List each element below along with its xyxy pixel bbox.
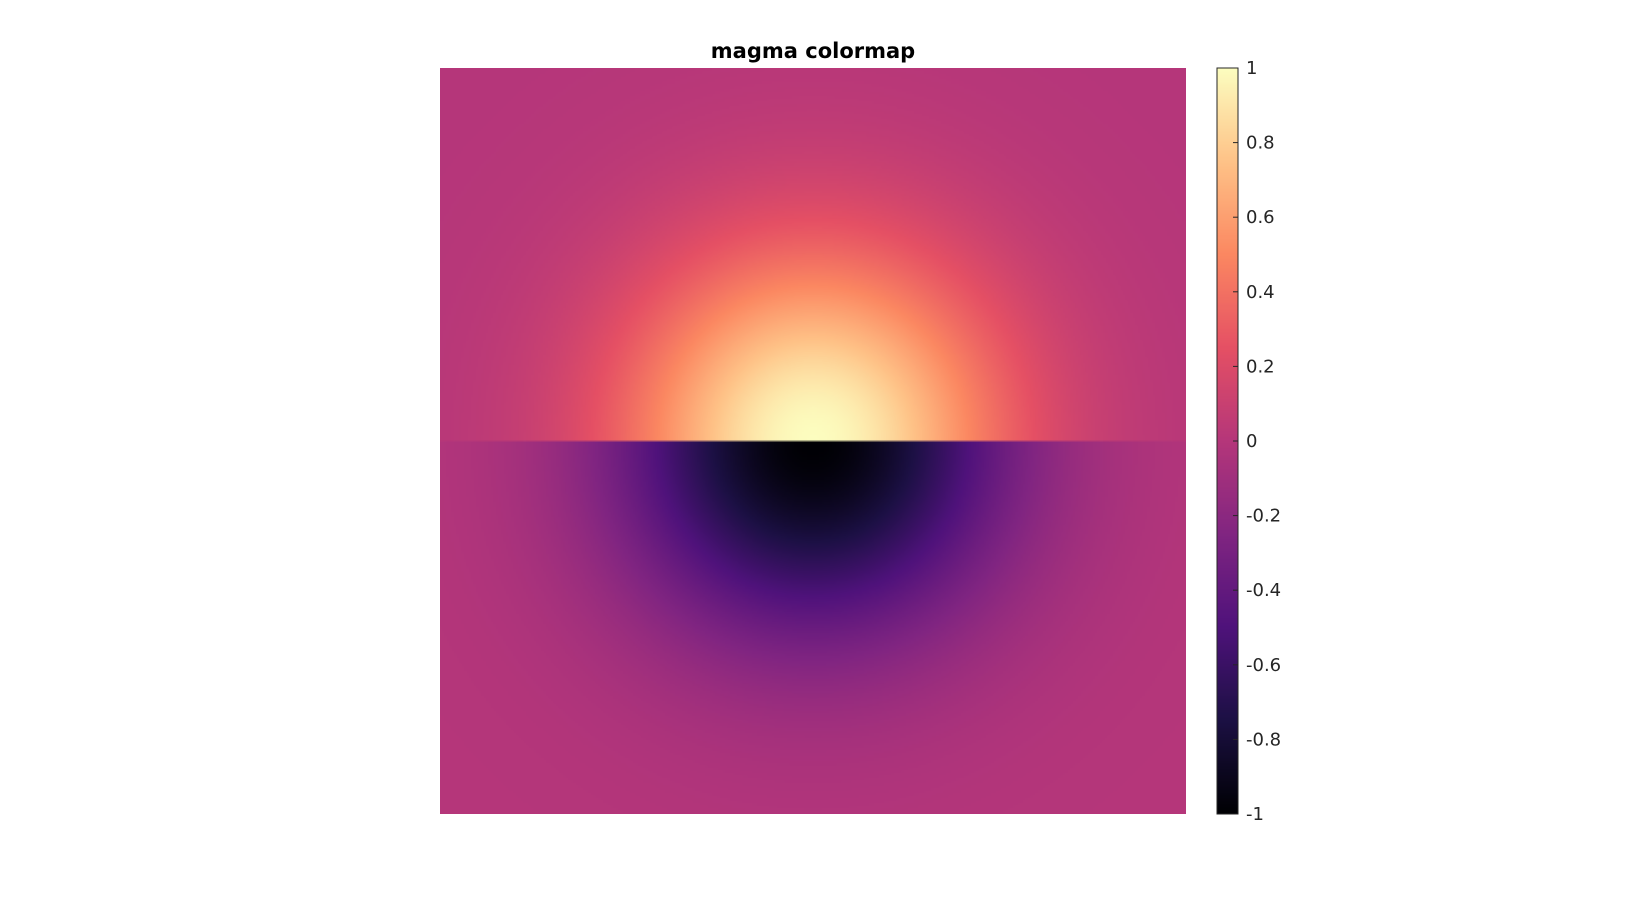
colorbar-tick-label: -0.2 — [1246, 506, 1281, 527]
colorbar-gradient — [1217, 68, 1238, 814]
colorbar-ticks: 1 0.8 0.6 0.4 0.2 0 -0.2 -0.4 -0.6 -0.8 -1 — [1233, 58, 1281, 825]
heatmap-image — [440, 68, 1186, 814]
heatmap-raster — [440, 68, 1186, 814]
colorbar-tick-label: 0 — [1246, 431, 1257, 452]
chart-title: magma colormap — [711, 39, 915, 63]
colorbar-tick-label: -0.6 — [1246, 655, 1281, 676]
colorbar-tick-label: 0.4 — [1246, 282, 1275, 303]
colorbar-tick-label: -1 — [1246, 804, 1264, 825]
colorbar: 1 0.8 0.6 0.4 0.2 0 -0.2 -0.4 -0.6 -0.8 -1 — [1216, 58, 1281, 825]
colorbar-tick-label: -0.4 — [1246, 580, 1281, 601]
colorbar-tick-label: 0.8 — [1246, 133, 1275, 154]
colorbar-tick-label: 1 — [1246, 58, 1257, 79]
colorbar-tick-label: 0.2 — [1246, 356, 1275, 377]
colorbar-tick-label: -0.8 — [1246, 729, 1281, 750]
colorbar-tick-label: 0.6 — [1246, 207, 1275, 228]
